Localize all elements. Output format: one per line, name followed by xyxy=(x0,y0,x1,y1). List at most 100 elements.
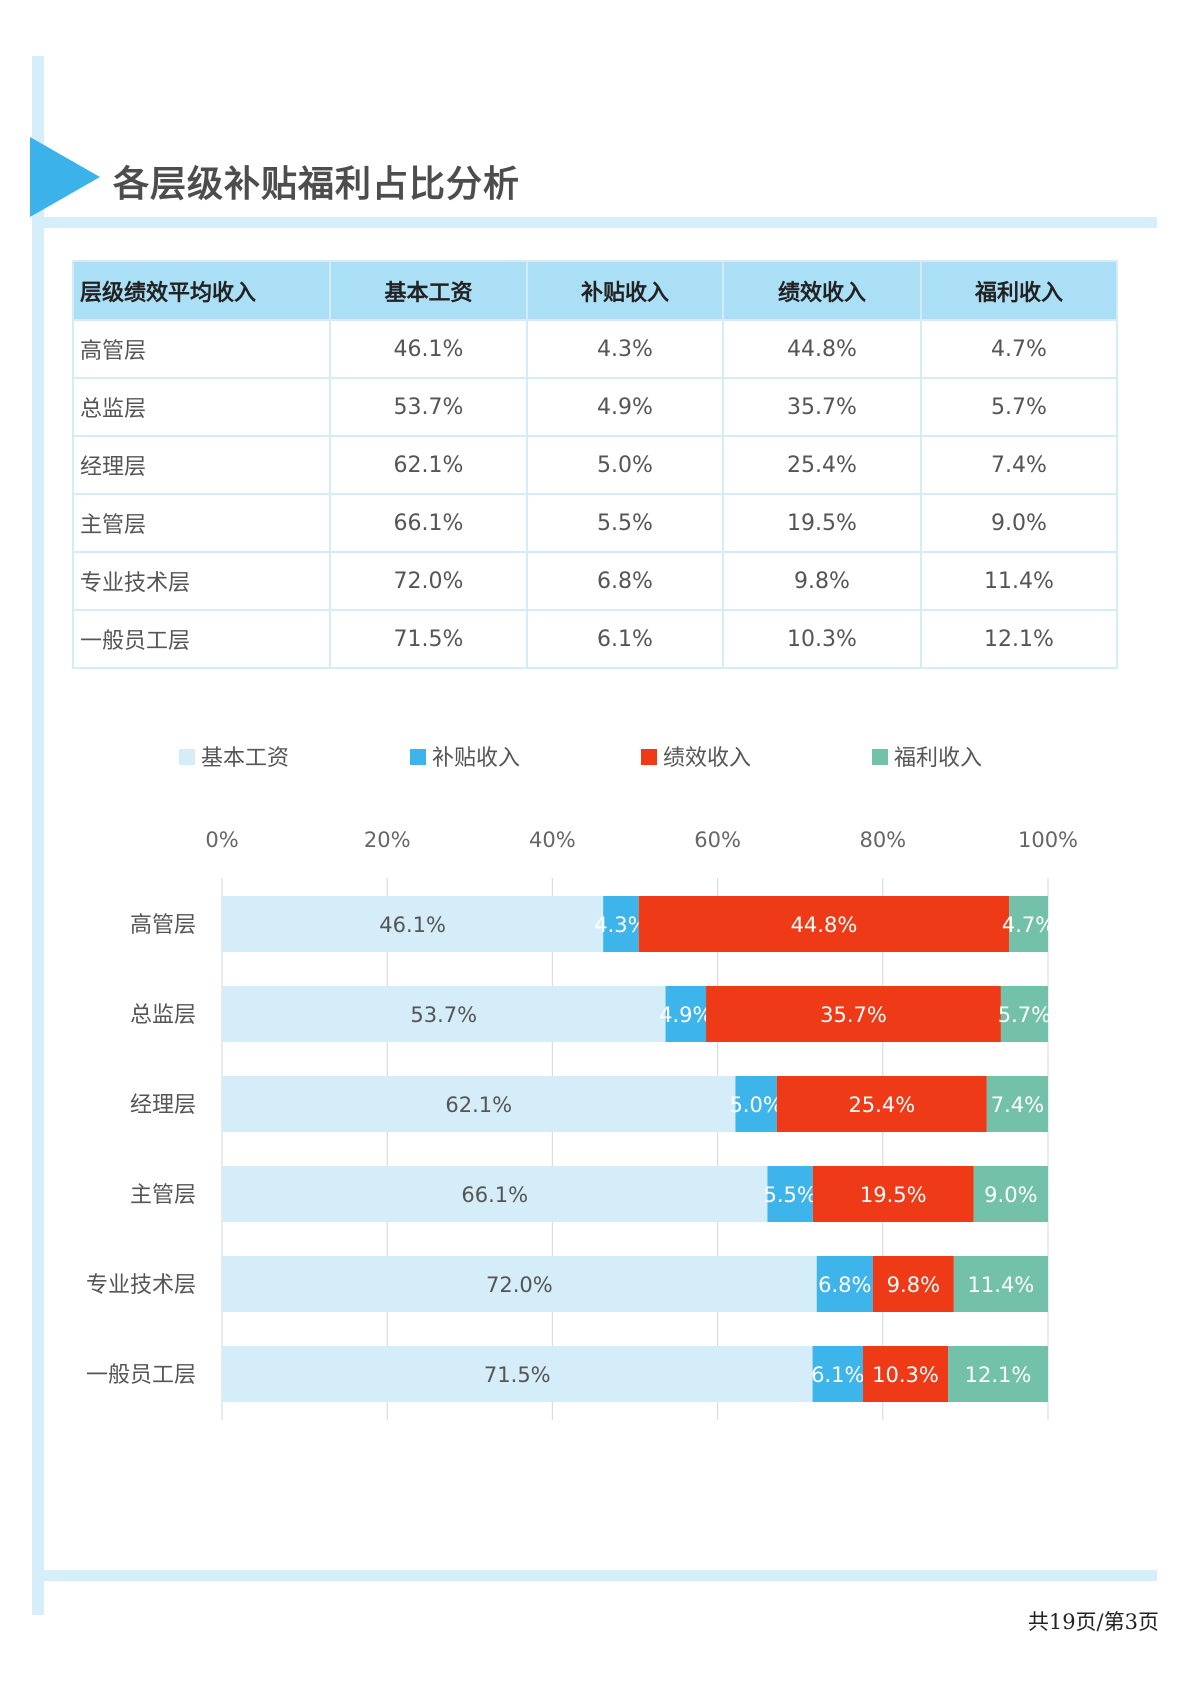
income-ratio-table: 层级绩效平均收入 基本工资 补贴收入 绩效收入 福利收入 高管层 46.1% 4.3% 44.… xyxy=(72,260,1118,669)
data-label: 4.7% xyxy=(1002,913,1055,937)
value-cell: 62.1% xyxy=(329,435,528,495)
bar-segment xyxy=(735,1076,777,1132)
table-row: 一般员工层 71.5% 6.1% 10.3% 12.1% xyxy=(72,609,1118,669)
bar-segment xyxy=(603,896,639,952)
value-cell: 5.0% xyxy=(526,435,724,495)
data-label: 35.7% xyxy=(820,1003,887,1027)
row-label-cell: 高管层 xyxy=(72,319,331,379)
bar-segment xyxy=(776,1076,987,1132)
bar-segment xyxy=(1009,896,1048,952)
bar-segment xyxy=(222,1166,768,1222)
data-label: 4.9% xyxy=(659,1003,712,1027)
table-header-row: 层级绩效平均收入 基本工资 补贴收入 绩效收入 福利收入 xyxy=(72,260,1118,321)
bar-segment xyxy=(812,1346,863,1402)
row-label-cell: 经理层 xyxy=(72,435,331,495)
data-label: 44.8% xyxy=(791,913,858,937)
data-label: 46.1% xyxy=(379,913,446,937)
value-cell: 11.4% xyxy=(920,551,1118,611)
legend-swatch xyxy=(410,749,426,765)
data-label: 5.7% xyxy=(998,1003,1051,1027)
page-title: 各层级补贴福利占比分析 xyxy=(113,164,521,205)
data-label: 5.5% xyxy=(763,1183,816,1207)
bar-segment xyxy=(706,986,1001,1042)
table-header-cell: 补贴收入 xyxy=(526,260,724,321)
value-cell: 6.1% xyxy=(526,609,724,669)
legend-label: 补贴收入 xyxy=(432,746,520,771)
value-cell: 4.9% xyxy=(526,377,724,437)
data-label: 10.3% xyxy=(872,1363,939,1387)
legend-label: 福利收入 xyxy=(894,746,982,771)
data-label: 25.4% xyxy=(848,1093,915,1117)
category-label: 经理层 xyxy=(130,1093,196,1118)
value-cell: 5.7% xyxy=(920,377,1118,437)
data-label: 12.1% xyxy=(965,1363,1032,1387)
table-row: 经理层 62.1% 5.0% 25.4% 7.4% xyxy=(72,435,1118,495)
bar-segment xyxy=(767,1166,813,1222)
table-header-cell: 福利收入 xyxy=(920,260,1118,321)
value-cell: 44.8% xyxy=(722,319,922,379)
bar-segment xyxy=(862,1346,949,1402)
value-cell: 5.5% xyxy=(526,493,724,553)
data-label: 71.5% xyxy=(484,1363,551,1387)
page-number: 共19页/第3页 xyxy=(1027,1610,1159,1634)
table-header-cell: 层级绩效平均收入 xyxy=(72,260,331,321)
title-underline xyxy=(32,217,1157,228)
bar-segment xyxy=(812,1166,974,1222)
table-header-cell: 绩效收入 xyxy=(722,260,922,321)
value-cell: 66.1% xyxy=(329,493,528,553)
data-label: 6.8% xyxy=(818,1273,871,1297)
legend-label: 基本工资 xyxy=(201,746,289,771)
data-label: 7.4% xyxy=(991,1093,1044,1117)
x-tick-label: 20% xyxy=(364,828,411,852)
value-cell: 9.8% xyxy=(722,551,922,611)
data-label: 11.4% xyxy=(968,1273,1035,1297)
bar-segment xyxy=(973,1166,1048,1222)
x-tick-label: 60% xyxy=(694,828,741,852)
legend-swatch xyxy=(872,749,888,765)
value-cell: 71.5% xyxy=(329,609,528,669)
x-tick-label: 40% xyxy=(529,828,576,852)
data-label: 53.7% xyxy=(410,1003,477,1027)
row-label-cell: 专业技术层 xyxy=(72,551,331,611)
bottom-rule xyxy=(32,1570,1157,1581)
legend-swatch xyxy=(641,749,657,765)
bar-segment xyxy=(222,1076,736,1132)
value-cell: 9.0% xyxy=(920,493,1118,553)
value-cell: 35.7% xyxy=(722,377,922,437)
category-label: 高管层 xyxy=(130,913,196,938)
table-header-cell: 基本工资 xyxy=(329,260,528,321)
row-label-cell: 一般员工层 xyxy=(72,609,331,669)
bar-segment xyxy=(222,896,604,952)
value-cell: 25.4% xyxy=(722,435,922,495)
category-label: 总监层 xyxy=(130,1003,196,1028)
table-row: 专业技术层 72.0% 6.8% 9.8% 11.4% xyxy=(72,551,1118,611)
bar-segment xyxy=(665,986,707,1042)
value-cell: 7.4% xyxy=(920,435,1118,495)
table-row: 高管层 46.1% 4.3% 44.8% 4.7% xyxy=(72,319,1118,379)
value-cell: 12.1% xyxy=(920,609,1118,669)
bar-segment xyxy=(948,1346,1048,1402)
bar-segment xyxy=(872,1256,954,1312)
row-label-cell: 总监层 xyxy=(72,377,331,437)
data-label: 66.1% xyxy=(461,1183,528,1207)
title-triangle-icon xyxy=(30,137,100,217)
value-cell: 10.3% xyxy=(722,609,922,669)
legend-swatch xyxy=(179,749,195,765)
data-label: 9.0% xyxy=(984,1183,1037,1207)
legend-label: 绩效收入 xyxy=(663,746,751,771)
bar-segment xyxy=(222,1346,813,1402)
bar-segment xyxy=(816,1256,873,1312)
bar-segment xyxy=(222,1256,817,1312)
bar-segment xyxy=(953,1256,1048,1312)
value-cell: 46.1% xyxy=(329,319,528,379)
row-label-cell: 主管层 xyxy=(72,493,331,553)
bar-segment xyxy=(638,896,1010,952)
table-body: 高管层 46.1% 4.3% 44.8% 4.7% 总监层 53.7% 4.9% 35.7% 5.… xyxy=(72,319,1118,669)
data-label: 62.1% xyxy=(445,1093,512,1117)
bar-segment xyxy=(986,1076,1048,1132)
table-row: 主管层 66.1% 5.5% 19.5% 9.0% xyxy=(72,493,1118,553)
data-label: 19.5% xyxy=(860,1183,927,1207)
category-label: 一般员工层 xyxy=(86,1363,196,1388)
value-cell: 72.0% xyxy=(329,551,528,611)
